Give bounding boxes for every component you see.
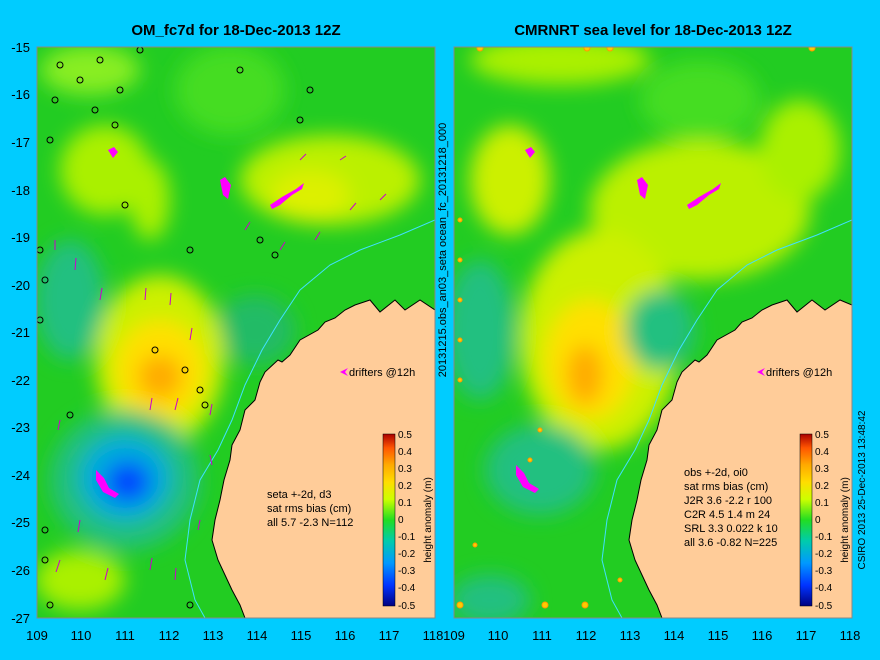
- cb-tick: 0.1: [815, 498, 829, 509]
- stats-line: sat rms bias (cm): [267, 503, 351, 515]
- left-coast-contour: [184, 219, 435, 618]
- left-drifters: [96, 147, 304, 498]
- left-velocity-arrows: [54, 153, 387, 581]
- y-tick: -23: [11, 420, 30, 435]
- x-tick: 109: [443, 628, 465, 643]
- colorbar-bar: [382, 433, 396, 607]
- left-x-ticks: 109 110 111 112 113 114 115 116 117 118: [26, 628, 443, 643]
- x-tick: 116: [752, 628, 773, 643]
- stats-line: obs +-2d, oi0: [684, 467, 748, 479]
- y-tick: -21: [11, 325, 30, 340]
- y-tick: -26: [11, 563, 30, 578]
- left-panel: OM_fc7d for 18-Dec-2013 12Z: [11, 22, 443, 643]
- cb-tick: 0: [398, 515, 404, 526]
- right-title: CMRNRT sea level for 18-Dec-2013 12Z: [514, 22, 792, 39]
- cb-tick: 0: [815, 515, 821, 526]
- cb-tick: 0.4: [398, 447, 412, 458]
- stats-line: seta +-2d, d3: [267, 489, 332, 501]
- cb-tick: -0.2: [815, 549, 833, 560]
- side-run-label: 20131215.obs_an03_seta ocean_fc_20131218…: [437, 123, 449, 377]
- cb-tick: 0.3: [815, 464, 829, 475]
- right-x-ticks: 109 110 111 112 113 114 115 116 117 118: [443, 628, 860, 643]
- x-tick: 117: [796, 628, 817, 643]
- y-tick: -18: [11, 183, 30, 198]
- y-tick: -22: [11, 373, 30, 388]
- drifters-label: drifters @12h: [349, 367, 415, 379]
- left-frame: [36, 46, 436, 619]
- stats-line: C2R 4.5 1.4 m 24: [684, 509, 770, 521]
- right-stats: obs +-2d, oi0 sat rms bias (cm) J2R 3.6 …: [684, 467, 778, 549]
- cb-tick: -0.5: [815, 601, 833, 612]
- y-tick: -15: [11, 40, 30, 55]
- x-tick: 115: [291, 628, 312, 643]
- cb-tick: -0.5: [398, 601, 416, 612]
- y-tick: -20: [11, 278, 30, 293]
- left-y-ticks: -15 -16 -17 -18 -19 -20 -21 -22 -23 -24 …: [11, 40, 30, 626]
- cb-tick: -0.4: [398, 583, 416, 594]
- colorbar-label: height anomaly (m): [840, 477, 851, 563]
- left-colorbar: 0.5 0.4 0.3 0.2 0.1 0 -0.1 -0.2 -0.3 -0.…: [382, 430, 434, 612]
- cb-tick: 0.2: [815, 481, 829, 492]
- x-tick: 110: [488, 628, 509, 643]
- x-tick: 114: [664, 628, 685, 643]
- cb-tick: -0.2: [398, 549, 416, 560]
- credit-label: CSIRO 2013 25-Dec-2013 13:48:42: [857, 410, 868, 569]
- cb-tick: -0.4: [815, 583, 833, 594]
- x-tick: 113: [203, 628, 224, 643]
- cb-tick: 0.5: [398, 430, 412, 441]
- x-tick: 115: [708, 628, 729, 643]
- cb-tick: 0.5: [815, 430, 829, 441]
- x-tick: 117: [379, 628, 400, 643]
- cb-tick: -0.3: [398, 566, 416, 577]
- right-frame: [453, 46, 853, 619]
- x-tick: 118: [423, 628, 444, 643]
- left-land: [211, 299, 435, 618]
- y-tick: -19: [11, 230, 30, 245]
- y-tick: -24: [11, 468, 30, 483]
- right-panel: CMRNRT sea level for 18-Dec-2013 12Z: [443, 22, 860, 643]
- colorbar-bar: [799, 433, 813, 607]
- left-anomaly-field: [37, 47, 420, 610]
- stats-line: SRL 3.3 0.022 k 10: [684, 523, 778, 535]
- x-tick: 112: [576, 628, 597, 643]
- y-tick: -16: [11, 87, 30, 102]
- y-tick: -25: [11, 515, 30, 530]
- x-tick: 113: [620, 628, 641, 643]
- x-tick: 114: [247, 628, 268, 643]
- right-coast-contour: [601, 219, 852, 618]
- right-obs-markers: [456, 47, 816, 609]
- cb-tick: 0.2: [398, 481, 412, 492]
- stats-line: all 3.6 -0.82 N=225: [684, 537, 777, 549]
- y-tick: -27: [11, 611, 30, 626]
- cb-tick: -0.1: [815, 532, 833, 543]
- x-tick: 109: [26, 628, 48, 643]
- x-tick: 111: [532, 628, 552, 643]
- right-drifters-legend: drifters @12h: [757, 367, 832, 379]
- colorbar-label: height anomaly (m): [423, 477, 434, 563]
- left-stats: seta +-2d, d3 sat rms bias (cm) all 5.7 …: [267, 489, 353, 529]
- stats-line: sat rms bias (cm): [684, 481, 768, 493]
- right-anomaly-field: [454, 47, 840, 618]
- right-drifters: [516, 147, 721, 493]
- left-obs-markers: [37, 47, 314, 609]
- x-tick: 116: [335, 628, 356, 643]
- x-tick: 112: [159, 628, 180, 643]
- stats-line: all 5.7 -2.3 N=112: [267, 517, 353, 529]
- cb-tick: -0.3: [815, 566, 833, 577]
- cb-tick: 0.4: [815, 447, 829, 458]
- cb-tick: -0.1: [398, 532, 416, 543]
- drifters-label: drifters @12h: [766, 367, 832, 379]
- right-land: [628, 299, 852, 618]
- right-colorbar: 0.5 0.4 0.3 0.2 0.1 0 -0.1 -0.2 -0.3 -0.…: [799, 430, 851, 612]
- cb-tick: 0.3: [398, 464, 412, 475]
- x-tick: 111: [115, 628, 135, 643]
- left-title: OM_fc7d for 18-Dec-2013 12Z: [131, 22, 340, 39]
- cb-tick: 0.1: [398, 498, 412, 509]
- x-tick: 118: [840, 628, 861, 643]
- stats-line: J2R 3.6 -2.2 r 100: [684, 495, 772, 507]
- x-tick: 110: [71, 628, 92, 643]
- y-tick: -17: [11, 135, 30, 150]
- left-drifters-legend: drifters @12h: [340, 367, 415, 379]
